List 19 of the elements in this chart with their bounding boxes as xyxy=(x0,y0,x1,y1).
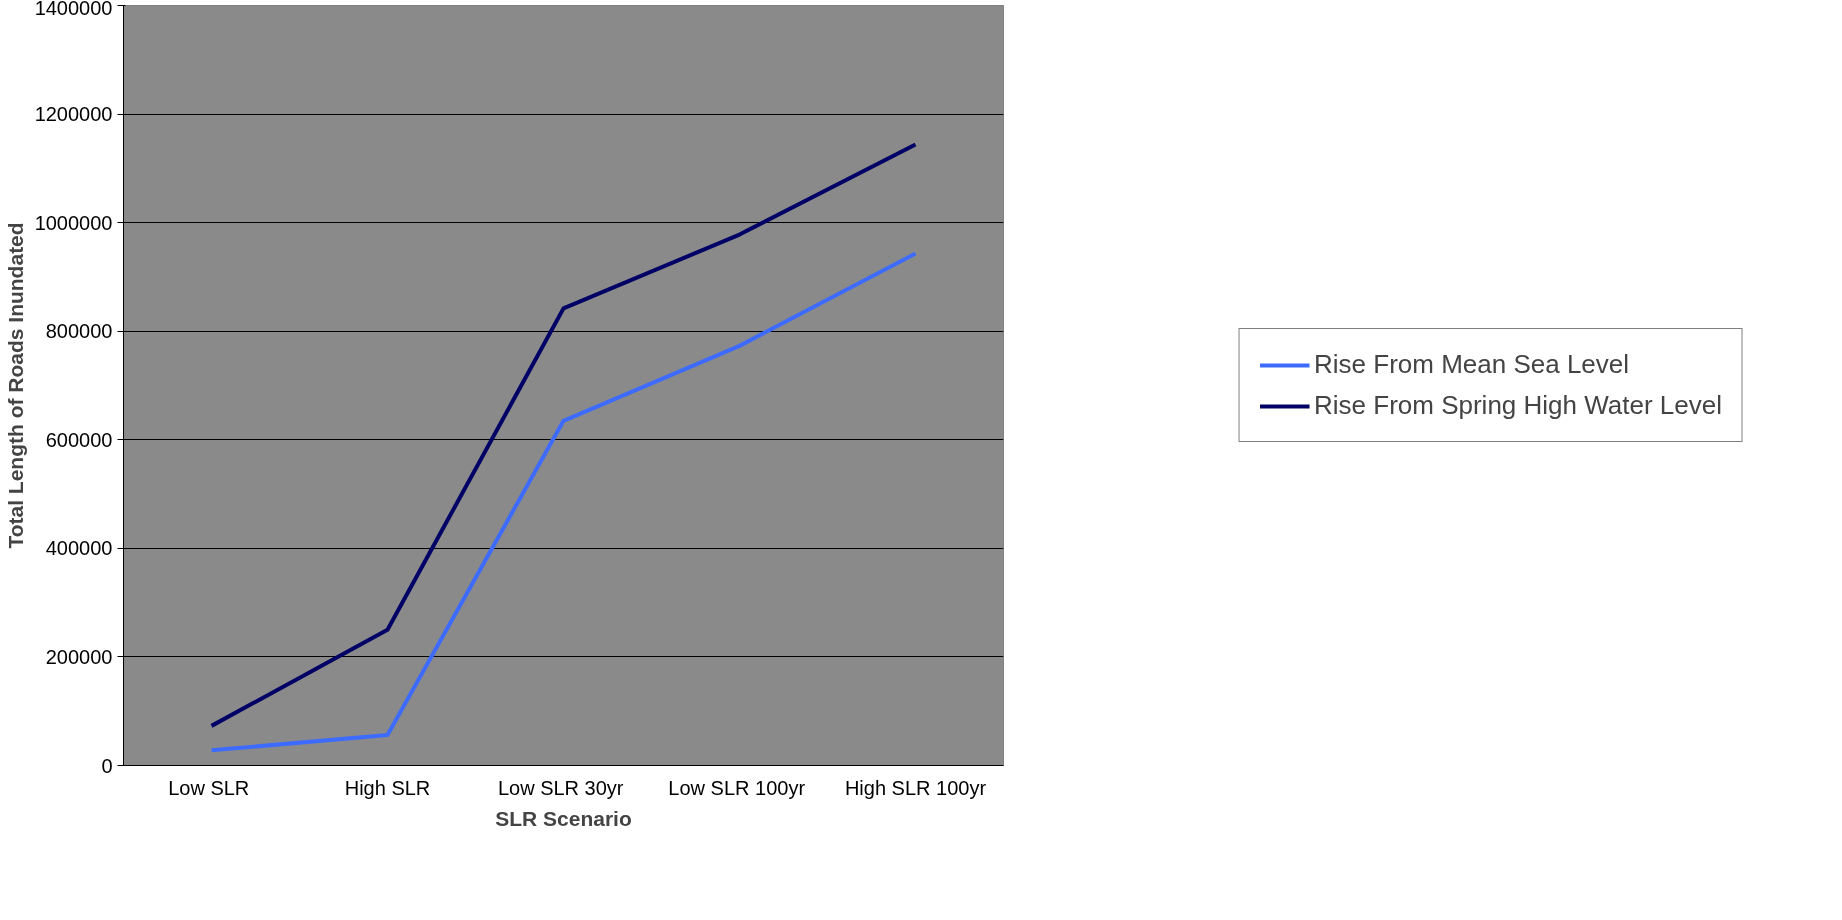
x-axis-title: SLR Scenario xyxy=(495,806,632,830)
y-tick-label: 600000 xyxy=(45,428,113,451)
y-tick-label: 200000 xyxy=(45,645,113,668)
legend-label: Rise From Mean Sea Level xyxy=(1314,349,1630,380)
legend-label: Rise From Spring High Water Level xyxy=(1314,390,1722,421)
y-tick-label: 400000 xyxy=(45,537,113,560)
x-tick-label: High SLR xyxy=(344,776,431,799)
line-series xyxy=(209,251,918,753)
y-tick-label: 1000000 xyxy=(34,211,113,234)
y-axis-title: Total Length of Roads Inundated xyxy=(3,222,27,549)
x-tick-label: Low SLR 100yr xyxy=(668,776,806,799)
line-series xyxy=(209,142,918,728)
x-tick-label: High SLR 100yr xyxy=(844,776,987,799)
y-tick-label: 0 xyxy=(101,754,113,777)
y-tick-label: 1400000 xyxy=(34,0,113,19)
x-tick-label: Low SLR xyxy=(168,776,250,799)
y-tick-label: 1200000 xyxy=(34,103,113,126)
x-tick-label: Low SLR 30yr xyxy=(497,776,624,799)
y-tick-label: 800000 xyxy=(45,320,113,343)
